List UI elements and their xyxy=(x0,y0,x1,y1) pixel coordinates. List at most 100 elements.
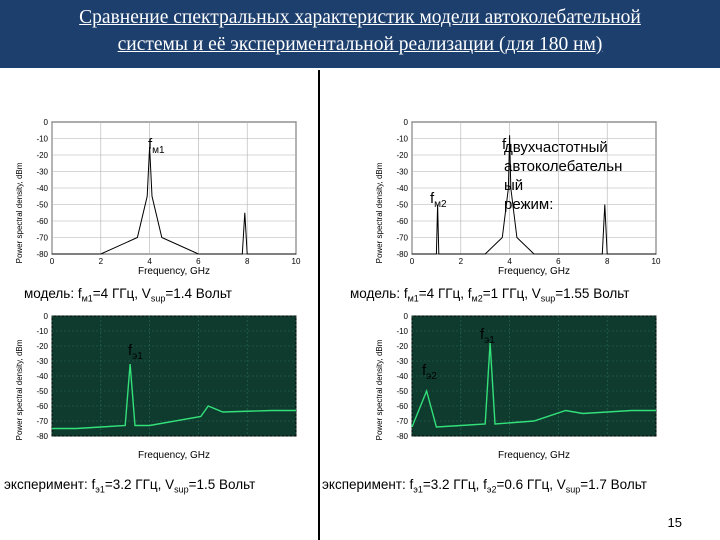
y-tick-label: -60 xyxy=(396,217,408,226)
y-tick-label: -20 xyxy=(396,342,408,351)
x-ticks: 0 2 4 6 8 10 xyxy=(50,257,301,266)
exp-left-panel: Power spectral density, dBm 0 -10 -20 -30 -4… xyxy=(12,312,302,472)
caption-sub: м1 xyxy=(81,293,93,304)
y-tick-label: -50 xyxy=(36,387,48,396)
y-tick-label: -70 xyxy=(36,234,48,243)
peak-label-main: f xyxy=(148,136,153,153)
grid xyxy=(411,121,657,255)
caption-text: модель: f xyxy=(24,286,82,301)
caption-text: =0.6 ГГц, V xyxy=(496,477,566,492)
y-tick-label: -10 xyxy=(396,135,408,144)
x-axis-label: Frequency, GHz xyxy=(498,450,570,461)
caption-sub: э1 xyxy=(95,484,105,495)
x-tick-label: 0 xyxy=(410,257,415,266)
peak-label-main: f xyxy=(502,136,507,153)
y-tick-label: -60 xyxy=(36,402,48,411)
y-tick-label: -10 xyxy=(36,135,48,144)
peak-label-sub: э1 xyxy=(484,335,495,346)
caption-sub: sup xyxy=(174,484,189,495)
y-ticks: 0 -10 -20 -30 -40 -50 -60 -70 -80 xyxy=(396,118,408,259)
note-line: автоколебательн xyxy=(504,158,623,175)
page-number: 15 xyxy=(667,515,682,530)
caption-text: =4 ГГц, f xyxy=(418,286,472,301)
slide-title-line1: Сравнение спектральных характеристик мод… xyxy=(79,7,641,28)
caption-exp-right: эксперимент: fэ1=3.2 ГГц, fэ2=0.6 ГГц, V… xyxy=(322,477,647,495)
y-tick-label: 0 xyxy=(44,118,49,127)
exp-left-chart: Power spectral density, dBm 0 -10 -20 -30 -4… xyxy=(15,312,297,461)
peak-label-main: f xyxy=(480,326,485,343)
peak-label-fm2: fм2 xyxy=(430,190,447,210)
vertical-divider xyxy=(318,70,320,540)
caption-sub: э1 xyxy=(413,484,423,495)
x-tick-label: 6 xyxy=(196,257,201,266)
caption-sub: э2 xyxy=(486,484,497,495)
caption-text: модель: f xyxy=(350,286,408,301)
y-tick-label: -60 xyxy=(36,217,48,226)
caption-sub: sup xyxy=(540,293,556,304)
y-tick-label: -60 xyxy=(396,402,408,411)
peak-label-sub: м1 xyxy=(152,145,165,156)
grid xyxy=(51,315,297,437)
peak-label-sub: м2 xyxy=(434,199,447,210)
y-tick-label: -50 xyxy=(36,201,48,210)
y-tick-label: 0 xyxy=(44,312,49,321)
y-tick-label: -40 xyxy=(36,184,48,193)
y-tick-label: -50 xyxy=(396,201,408,210)
exp-right-chart: Power spectral density, dBm 0 -10 -20 -30 -4… xyxy=(375,312,657,461)
x-tick-label: 0 xyxy=(50,257,55,266)
y-tick-label: 0 xyxy=(404,118,409,127)
exp-right-panel: Power spectral density, dBm 0 -10 -20 -30 -4… xyxy=(372,312,662,472)
y-tick-label: -20 xyxy=(396,151,408,160)
model-left-panel: Power spectral density, dBm 0 -10 -20 -30 -4… xyxy=(12,118,302,278)
peak-label-sub: э1 xyxy=(132,351,143,362)
y-ticks: 0 -10 -20 -30 -40 -50 -60 -70 -80 xyxy=(36,312,48,441)
caption-text: =1.7 Вольт xyxy=(580,477,647,492)
y-tick-label: -10 xyxy=(396,327,408,336)
y-tick-label: -10 xyxy=(36,327,48,336)
y-tick-label: -20 xyxy=(36,342,48,351)
y-tick-label: -30 xyxy=(396,357,408,366)
y-tick-label: -70 xyxy=(36,417,48,426)
two-frequency-note: двухчастотный автоколебательн ый режим: xyxy=(504,138,622,214)
peak-label-fe1: fэ1 xyxy=(128,342,143,362)
y-tick-label: -70 xyxy=(396,234,408,243)
x-axis-label: Frequency, GHz xyxy=(138,450,210,461)
model-right-chart: Power spectral density, dBm 0 -10 -20 -30 -4… xyxy=(375,118,661,277)
slide-title-line2: системы и её экспериментальной реализаци… xyxy=(117,34,603,55)
model-left-chart: Power spectral density, dBm 0 -10 -20 -30 -4… xyxy=(15,118,301,277)
note-line: режим: xyxy=(504,196,554,213)
x-tick-label: 4 xyxy=(507,257,512,266)
x-tick-label: 2 xyxy=(459,257,464,266)
caption-text: эксперимент: f xyxy=(4,477,96,492)
y-axis-label: Power spectral density, dBm xyxy=(375,162,384,263)
y-tick-label: -80 xyxy=(36,432,48,441)
x-tick-label: 6 xyxy=(556,257,561,266)
y-tick-label: -40 xyxy=(36,372,48,381)
y-tick-label: -80 xyxy=(396,432,408,441)
title-bar xyxy=(0,0,720,68)
note-line: двухчастотный xyxy=(504,139,608,156)
peak-label-fm1: f xyxy=(502,136,506,153)
caption-sub: sup xyxy=(150,293,166,304)
spectrum-line xyxy=(411,342,656,428)
y-axis-label: Power spectral density, dBm xyxy=(15,162,24,263)
x-tick-label: 8 xyxy=(245,257,250,266)
caption-exp-left: эксперимент: fэ1=3.2 ГГц, Vsup=1.5 Вольт xyxy=(4,477,255,495)
caption-model-left: модель: fм1=4 ГГц, Vsup=1.4 Вольт xyxy=(24,286,232,304)
caption-text: =3.2 ГГц, V xyxy=(104,477,175,492)
y-tick-label: -80 xyxy=(396,250,408,259)
y-tick-label: -20 xyxy=(36,151,48,160)
peak-label-sub: э2 xyxy=(426,371,437,382)
y-tick-label: -70 xyxy=(396,417,408,426)
caption-sub: м1 xyxy=(407,293,419,304)
x-axis-label: Frequency, GHz xyxy=(498,266,570,277)
y-tick-label: -30 xyxy=(36,168,48,177)
peak-label-fe2: fэ2 xyxy=(422,362,437,382)
x-tick-label: 2 xyxy=(99,257,104,266)
y-tick-label: -80 xyxy=(36,250,48,259)
caption-text: =1.5 Вольт xyxy=(188,477,256,492)
x-tick-label: 10 xyxy=(292,257,301,266)
caption-sub: м2 xyxy=(471,293,483,304)
note-line: ый xyxy=(504,177,524,194)
x-tick-label: 8 xyxy=(605,257,610,266)
